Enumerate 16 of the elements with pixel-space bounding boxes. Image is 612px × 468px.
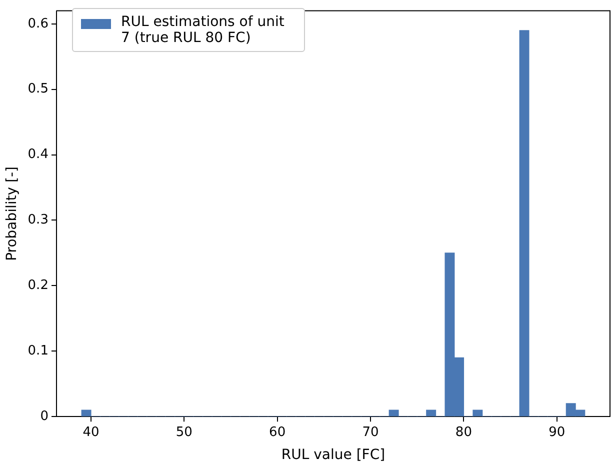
x-tick-label: 40 [82, 424, 100, 440]
y-axis-title: Probability [-] [4, 166, 20, 261]
x-tick-label: 60 [269, 424, 286, 440]
y-tick-label: 0.2 [28, 278, 48, 294]
x-tick-label: 50 [176, 424, 192, 440]
y-tick-label: 0.3 [28, 212, 48, 228]
y-tick-label: 0.6 [28, 16, 48, 32]
x-tick-label: 90 [548, 424, 566, 440]
x-tick-label: 80 [455, 424, 472, 440]
x-tick-label: 70 [362, 424, 379, 440]
x-axis-title: RUL value [FC] [281, 447, 386, 464]
y-tick-label: 0.5 [28, 82, 48, 97]
legend-label: RUL estimations of unit 7 (true RUL 80 FC) [121, 14, 286, 46]
y-tick-label: 0.4 [28, 147, 48, 162]
y-tick-label: 0.1 [28, 344, 48, 359]
y-tick-label: 0 [40, 408, 48, 424]
